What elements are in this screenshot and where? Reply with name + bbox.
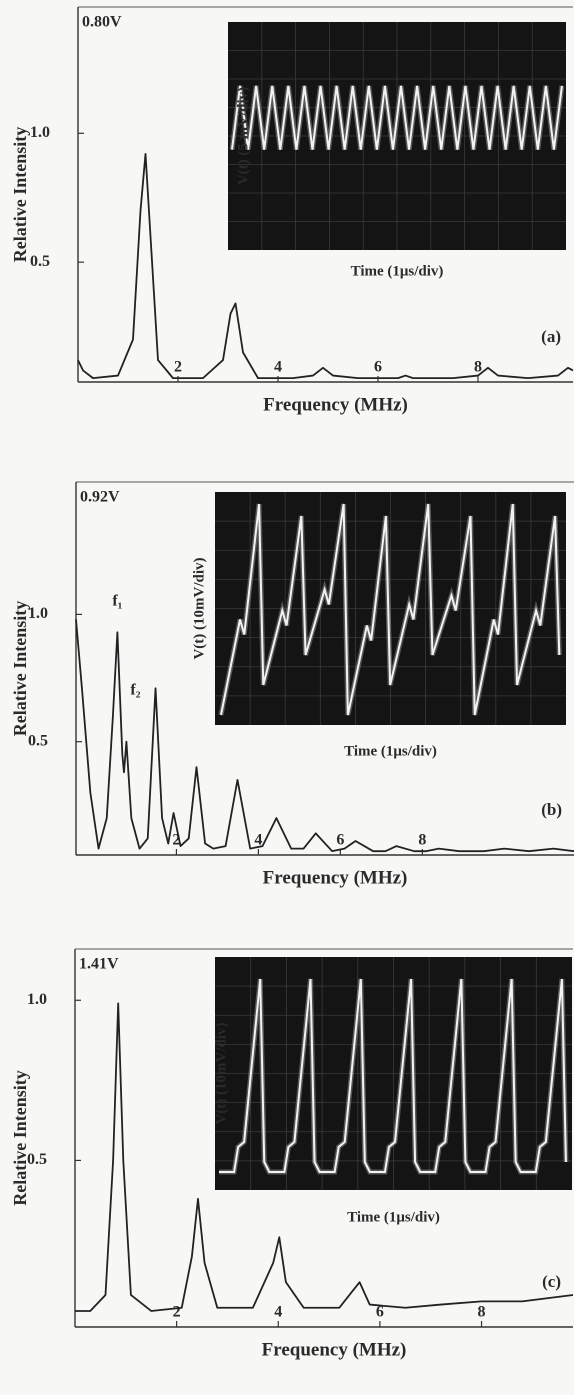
y-tick-label: 0.5	[27, 1151, 47, 1168]
x-axis-title: Frequency (MHz)	[263, 867, 408, 888]
x-tick-label: 6	[336, 832, 344, 849]
x-tick-label: 6	[376, 1304, 384, 1321]
x-axis-title: Frequency (MHz)	[263, 394, 408, 415]
oscilloscope-trace	[220, 503, 561, 716]
y-tick-label: 1.0	[27, 991, 47, 1008]
x-tick-label: 8	[478, 1304, 486, 1321]
x-tick-label: 4	[274, 359, 282, 376]
y-tick-label: 0.5	[28, 732, 48, 749]
x-tick-label: 2	[172, 832, 180, 849]
y-axis-title: Relative Intensity	[10, 127, 30, 262]
x-axis-title: Frequency (MHz)	[262, 1339, 407, 1360]
inset-y-label: V(t) (10mV/div)	[191, 557, 207, 659]
panel-label: (a)	[541, 327, 561, 346]
x-tick-label: 6	[374, 359, 382, 376]
x-tick-label: 4	[274, 1304, 282, 1321]
y-axis-title: Relative Intensity	[10, 1070, 30, 1205]
y-axis-title: Relative Intensity	[10, 601, 30, 736]
x-tick-label: 8	[474, 359, 482, 376]
inset-x-label: Time (1μs/div)	[351, 263, 444, 279]
spectrum-line	[75, 619, 574, 853]
x-tick-label: 2	[173, 1304, 181, 1321]
peak-annotation: f₁	[112, 592, 122, 609]
oscilloscope-trace	[219, 978, 567, 1173]
x-tick-label: 2	[174, 359, 182, 376]
oscilloscope-trace	[231, 85, 563, 150]
y-tick-label: 1.0	[30, 124, 50, 141]
y-tick-label: 0.5	[30, 253, 50, 270]
y-tick-label: 1.0	[28, 605, 48, 622]
x-tick-label: 4	[254, 832, 262, 849]
voltage-label: 0.80V	[82, 14, 122, 31]
inset-x-label: Time (1μs/div)	[347, 1209, 440, 1225]
inset-y-label: V(t) (5 mV/div)	[235, 87, 251, 185]
x-tick-label: 8	[418, 832, 426, 849]
spectrum-line	[77, 153, 574, 380]
voltage-label: 1.41V	[79, 956, 119, 973]
peak-annotation: f₂	[130, 681, 140, 698]
panel-label: (b)	[541, 800, 562, 819]
voltage-label: 0.92V	[80, 489, 120, 506]
spectrum-line	[75, 1002, 574, 1312]
inset-y-label: V(t) (10mV/div)	[213, 1022, 229, 1124]
panel-label: (c)	[542, 1272, 561, 1291]
inset-x-label: Time (1μs/div)	[344, 743, 437, 759]
